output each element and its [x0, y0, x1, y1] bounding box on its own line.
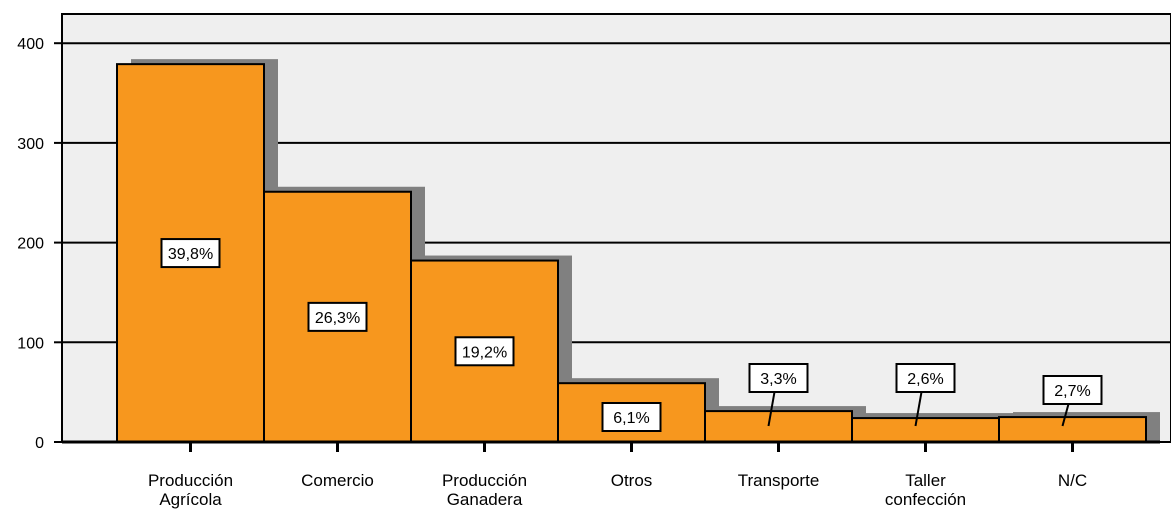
- percent-label: 3,3%: [748, 363, 809, 393]
- percent-label-box: [307, 301, 368, 332]
- category-label: Producción Agrícola: [148, 471, 233, 509]
- percent-label-box: [748, 363, 809, 393]
- category-label: Transporte: [738, 471, 820, 490]
- percent-label: 2,6%: [895, 363, 956, 393]
- bar: [704, 410, 853, 443]
- percent-label-text: 2,6%: [907, 371, 943, 388]
- y-tick-label: 300: [17, 136, 44, 153]
- y-tick-label: 100: [17, 335, 44, 352]
- percent-label-text: 3,3%: [760, 371, 796, 388]
- percent-label-text: 26,3%: [315, 310, 360, 327]
- category-label: Otros: [611, 471, 653, 490]
- y-tick-label: 0: [35, 435, 44, 452]
- percent-label: 39,8%: [160, 238, 221, 269]
- percent-label-text: 2,7%: [1054, 383, 1090, 400]
- bar: [998, 416, 1147, 444]
- percent-label: 19,2%: [454, 336, 515, 367]
- bar: [851, 417, 1000, 443]
- percent-label: 6,1%: [601, 402, 662, 432]
- percent-label: 2,7%: [1042, 375, 1103, 405]
- percent-label-box: [601, 402, 662, 432]
- percent-label-box: [895, 363, 956, 393]
- y-tick-label: 200: [17, 236, 44, 253]
- category-label: Comercio: [301, 471, 374, 490]
- percent-label-text: 19,2%: [462, 344, 507, 361]
- label-leader: [914, 391, 923, 427]
- percent-label-text: 39,8%: [168, 246, 213, 263]
- label-leader: [767, 391, 776, 427]
- percent-label-box: [454, 336, 515, 367]
- percent-label-box: [160, 238, 221, 269]
- label-leader: [1061, 403, 1070, 427]
- percent-label-text: 6,1%: [613, 410, 649, 427]
- percent-label-box: [1042, 375, 1103, 405]
- percent-label: 26,3%: [307, 301, 368, 332]
- category-label: Producción Ganadera: [442, 471, 527, 509]
- y-tick-label: 400: [17, 36, 44, 53]
- category-label: Taller confección: [885, 471, 966, 509]
- category-label: N/C: [1058, 471, 1087, 490]
